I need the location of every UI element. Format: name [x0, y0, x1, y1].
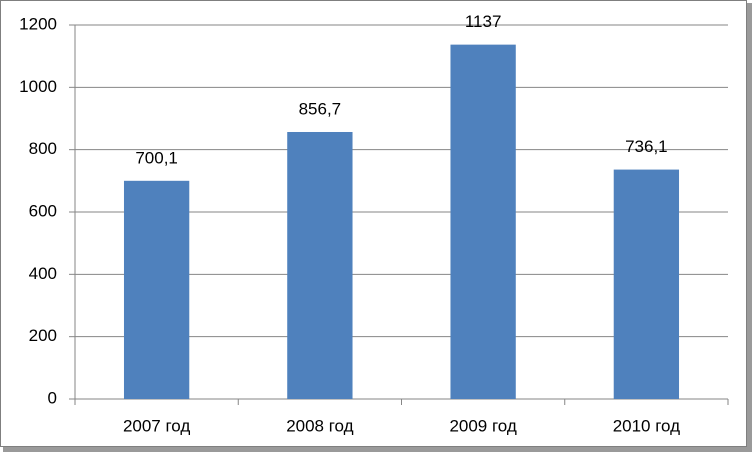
x-tick-label: 2010 год	[613, 416, 680, 435]
bar	[450, 44, 516, 399]
y-tick-label: 0	[48, 388, 57, 407]
y-tick-label: 1000	[19, 77, 57, 96]
bar	[287, 131, 353, 399]
bar	[123, 180, 190, 399]
value-label: 856,7	[299, 99, 342, 118]
y-tick-label: 600	[29, 201, 57, 220]
x-tick-label: 2007 год	[123, 416, 190, 435]
bar	[613, 169, 680, 399]
x-tick-label: 2008 год	[286, 416, 353, 435]
y-tick-label: 800	[29, 139, 57, 158]
value-label: 736,1	[625, 137, 668, 156]
y-tick-label: 1200	[19, 14, 57, 33]
value-label: 700,1	[135, 148, 178, 167]
value-label: 1137	[465, 12, 502, 31]
x-tick-label: 2009 год	[449, 416, 516, 435]
y-tick-label: 400	[29, 264, 57, 283]
y-tick-label: 200	[29, 326, 57, 345]
